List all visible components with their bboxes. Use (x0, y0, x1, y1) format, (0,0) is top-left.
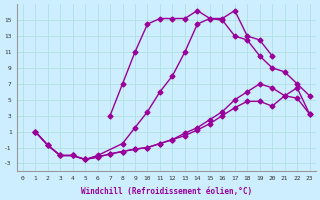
X-axis label: Windchill (Refroidissement éolien,°C): Windchill (Refroidissement éolien,°C) (81, 187, 252, 196)
